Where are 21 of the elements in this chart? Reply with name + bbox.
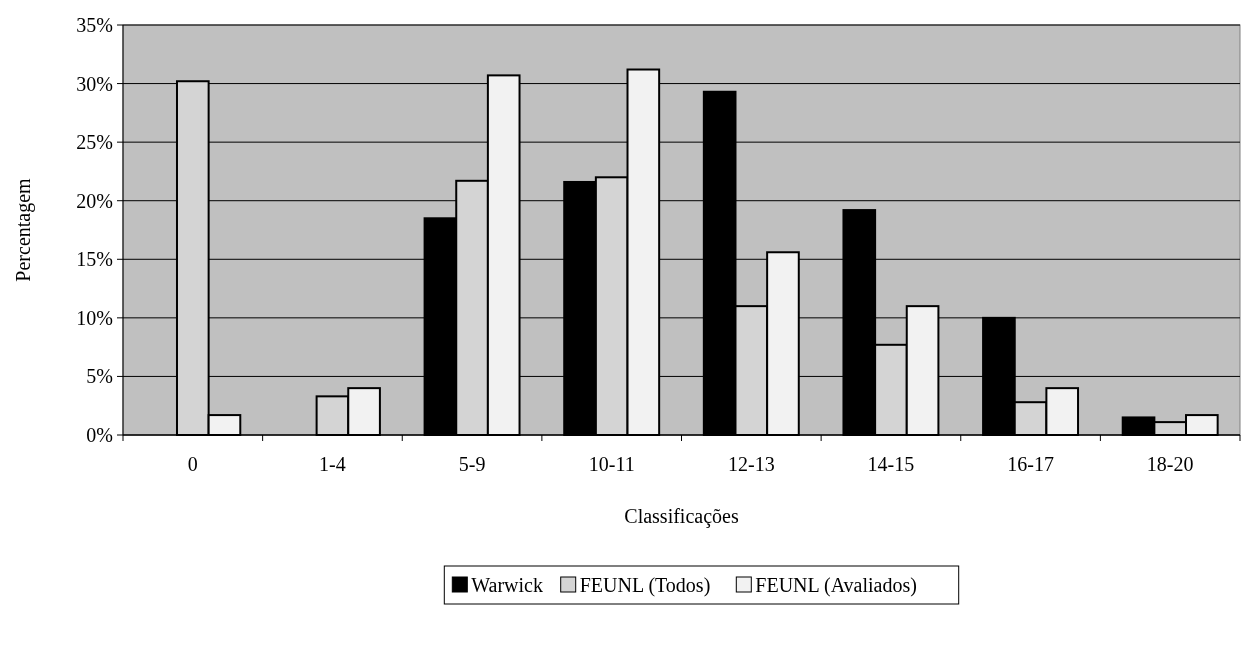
- y-tick-label: 10%: [76, 306, 113, 329]
- y-tick-label: 5%: [86, 365, 113, 388]
- y-tick-label: 20%: [76, 189, 113, 212]
- legend-label: Warwick: [471, 574, 543, 596]
- legend-label: FEUNL (Avaliados): [755, 574, 917, 597]
- x-tick-label: 0: [187, 453, 198, 475]
- x-tick-label: 16-17: [1007, 453, 1054, 475]
- x-tick-label: 5-9: [458, 453, 486, 475]
- y-tick-label: 25%: [76, 131, 113, 154]
- y-axis-title: Percentagem: [12, 177, 35, 282]
- x-tick-label: 12-13: [727, 453, 775, 475]
- legend-label: FEUNL (Todos): [579, 574, 711, 597]
- y-tick-label: 0%: [86, 424, 113, 446]
- x-tick-label: 10-11: [588, 453, 635, 475]
- x-tick-label: 1-4: [319, 453, 346, 475]
- x-tick-label: 14-15: [867, 453, 915, 475]
- y-tick-label: 30%: [76, 72, 113, 95]
- y-tick-label: 35%: [76, 14, 113, 36]
- y-tick-label: 15%: [76, 248, 113, 271]
- x-axis-title: Classificações: [624, 505, 739, 528]
- x-tick-label: 18-20: [1146, 453, 1194, 475]
